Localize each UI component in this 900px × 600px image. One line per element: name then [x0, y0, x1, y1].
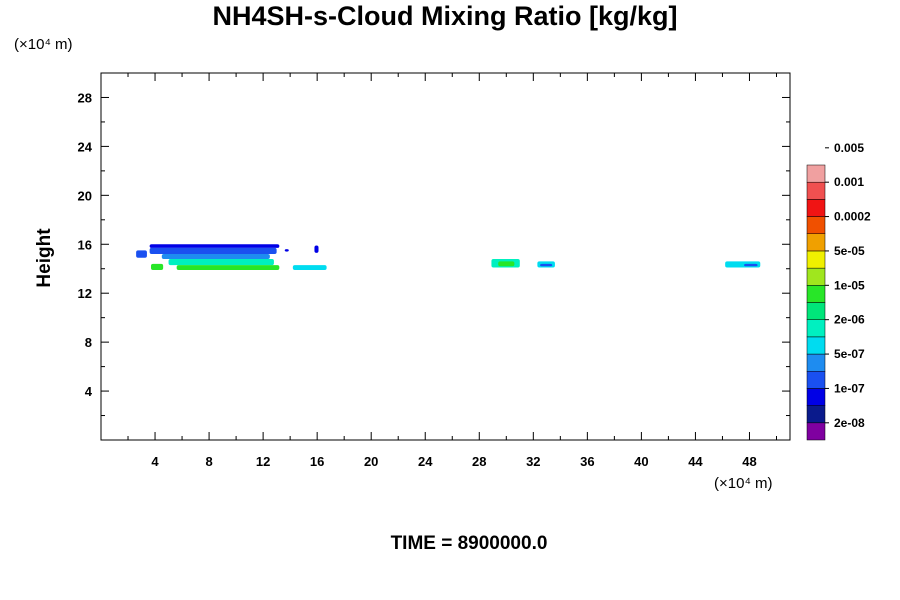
- colorbar-swatch: [806, 250, 826, 269]
- x-tick-label: 48: [742, 454, 756, 469]
- x-tick-label: 8: [205, 454, 212, 469]
- time-label: TIME = 8900000.0: [391, 533, 548, 554]
- colorbar-swatch: [806, 216, 826, 234]
- colorbar-label: 5e-05: [834, 244, 865, 258]
- colorbar-label: 5e-07: [834, 347, 865, 361]
- colorbar-swatch: [806, 181, 826, 200]
- colorbar-swatch: [806, 388, 826, 406]
- x-tick-label: 44: [688, 454, 703, 469]
- x-tick-label: 20: [364, 454, 378, 469]
- chart-title: NH4SH-s-Cloud Mixing Ratio [kg/kg]: [213, 1, 678, 31]
- colorbar-label: 0.001: [834, 175, 864, 189]
- colorbar-swatch: [806, 422, 826, 441]
- x-unit-label: (×10⁴ m): [714, 475, 773, 492]
- colorbar-swatch: [806, 267, 826, 286]
- colorbar-swatch: [806, 164, 826, 183]
- x-tick-label: 32: [526, 454, 540, 469]
- colorbar-swatch: [806, 199, 826, 217]
- y-tick-label: 16: [78, 237, 92, 252]
- y-tick-label: 24: [78, 139, 93, 154]
- colorbar-label: 0.0002: [834, 210, 871, 224]
- cloud-right-core: [744, 263, 758, 267]
- x-tick-label: 12: [256, 454, 270, 469]
- plot-frame: [100, 72, 791, 441]
- cloud-layer-blue: [149, 247, 277, 255]
- colorbar-label: 1e-05: [834, 278, 865, 292]
- cloud-middle-core: [498, 261, 515, 267]
- cloud-core-green-left: [150, 263, 164, 270]
- cloud-layer-cyan-right: [292, 265, 327, 270]
- x-tick-label: 40: [634, 454, 648, 469]
- colorbar-label: 1e-07: [834, 381, 865, 395]
- colorbar-swatch: [806, 371, 826, 389]
- colorbar-label: 2e-06: [834, 313, 865, 327]
- x-tick-label: 36: [580, 454, 594, 469]
- y-tick-label: 12: [78, 286, 92, 301]
- colorbar-swatch: [806, 319, 826, 338]
- x-tick-label: 24: [418, 454, 433, 469]
- y-tick-label: 28: [78, 90, 92, 105]
- x-tick-label: 28: [472, 454, 486, 469]
- colorbar-swatch: [806, 336, 826, 355]
- cloud-fragment-left: [136, 250, 147, 258]
- colorbar-swatch: [806, 353, 826, 372]
- y-unit-label: (×10⁴ m): [14, 36, 73, 53]
- y-axis-label: Height: [34, 228, 55, 288]
- cloud-layer-teal: [168, 258, 274, 266]
- cloud-core-green: [176, 265, 280, 270]
- x-tick-label: 4: [151, 454, 159, 469]
- y-tick-label: 8: [85, 335, 92, 350]
- colorbar-swatch: [806, 233, 826, 252]
- y-tick-label: 4: [85, 384, 93, 399]
- colorbar-label: 2e-08: [834, 416, 865, 430]
- cloud-dot: [284, 249, 289, 252]
- colorbar-swatch: [806, 285, 826, 303]
- colorbar-swatch: [806, 405, 826, 424]
- cloud-edge-upper: [149, 244, 280, 248]
- cloud-middle-small-core: [540, 263, 553, 267]
- colorbar-label: 0.005: [834, 141, 864, 155]
- cloud-layer-lightblue: [161, 254, 270, 259]
- y-tick-label: 20: [78, 188, 92, 203]
- x-tick-label: 16: [310, 454, 324, 469]
- cloud-dot: [314, 245, 319, 253]
- colorbar: 2e-08 1e-07 5e-07 2e-06 1e-05 5e-05 0.0002 0.00…: [806, 141, 871, 441]
- cloud-field: [136, 244, 761, 270]
- colorbar-swatch: [806, 302, 826, 320]
